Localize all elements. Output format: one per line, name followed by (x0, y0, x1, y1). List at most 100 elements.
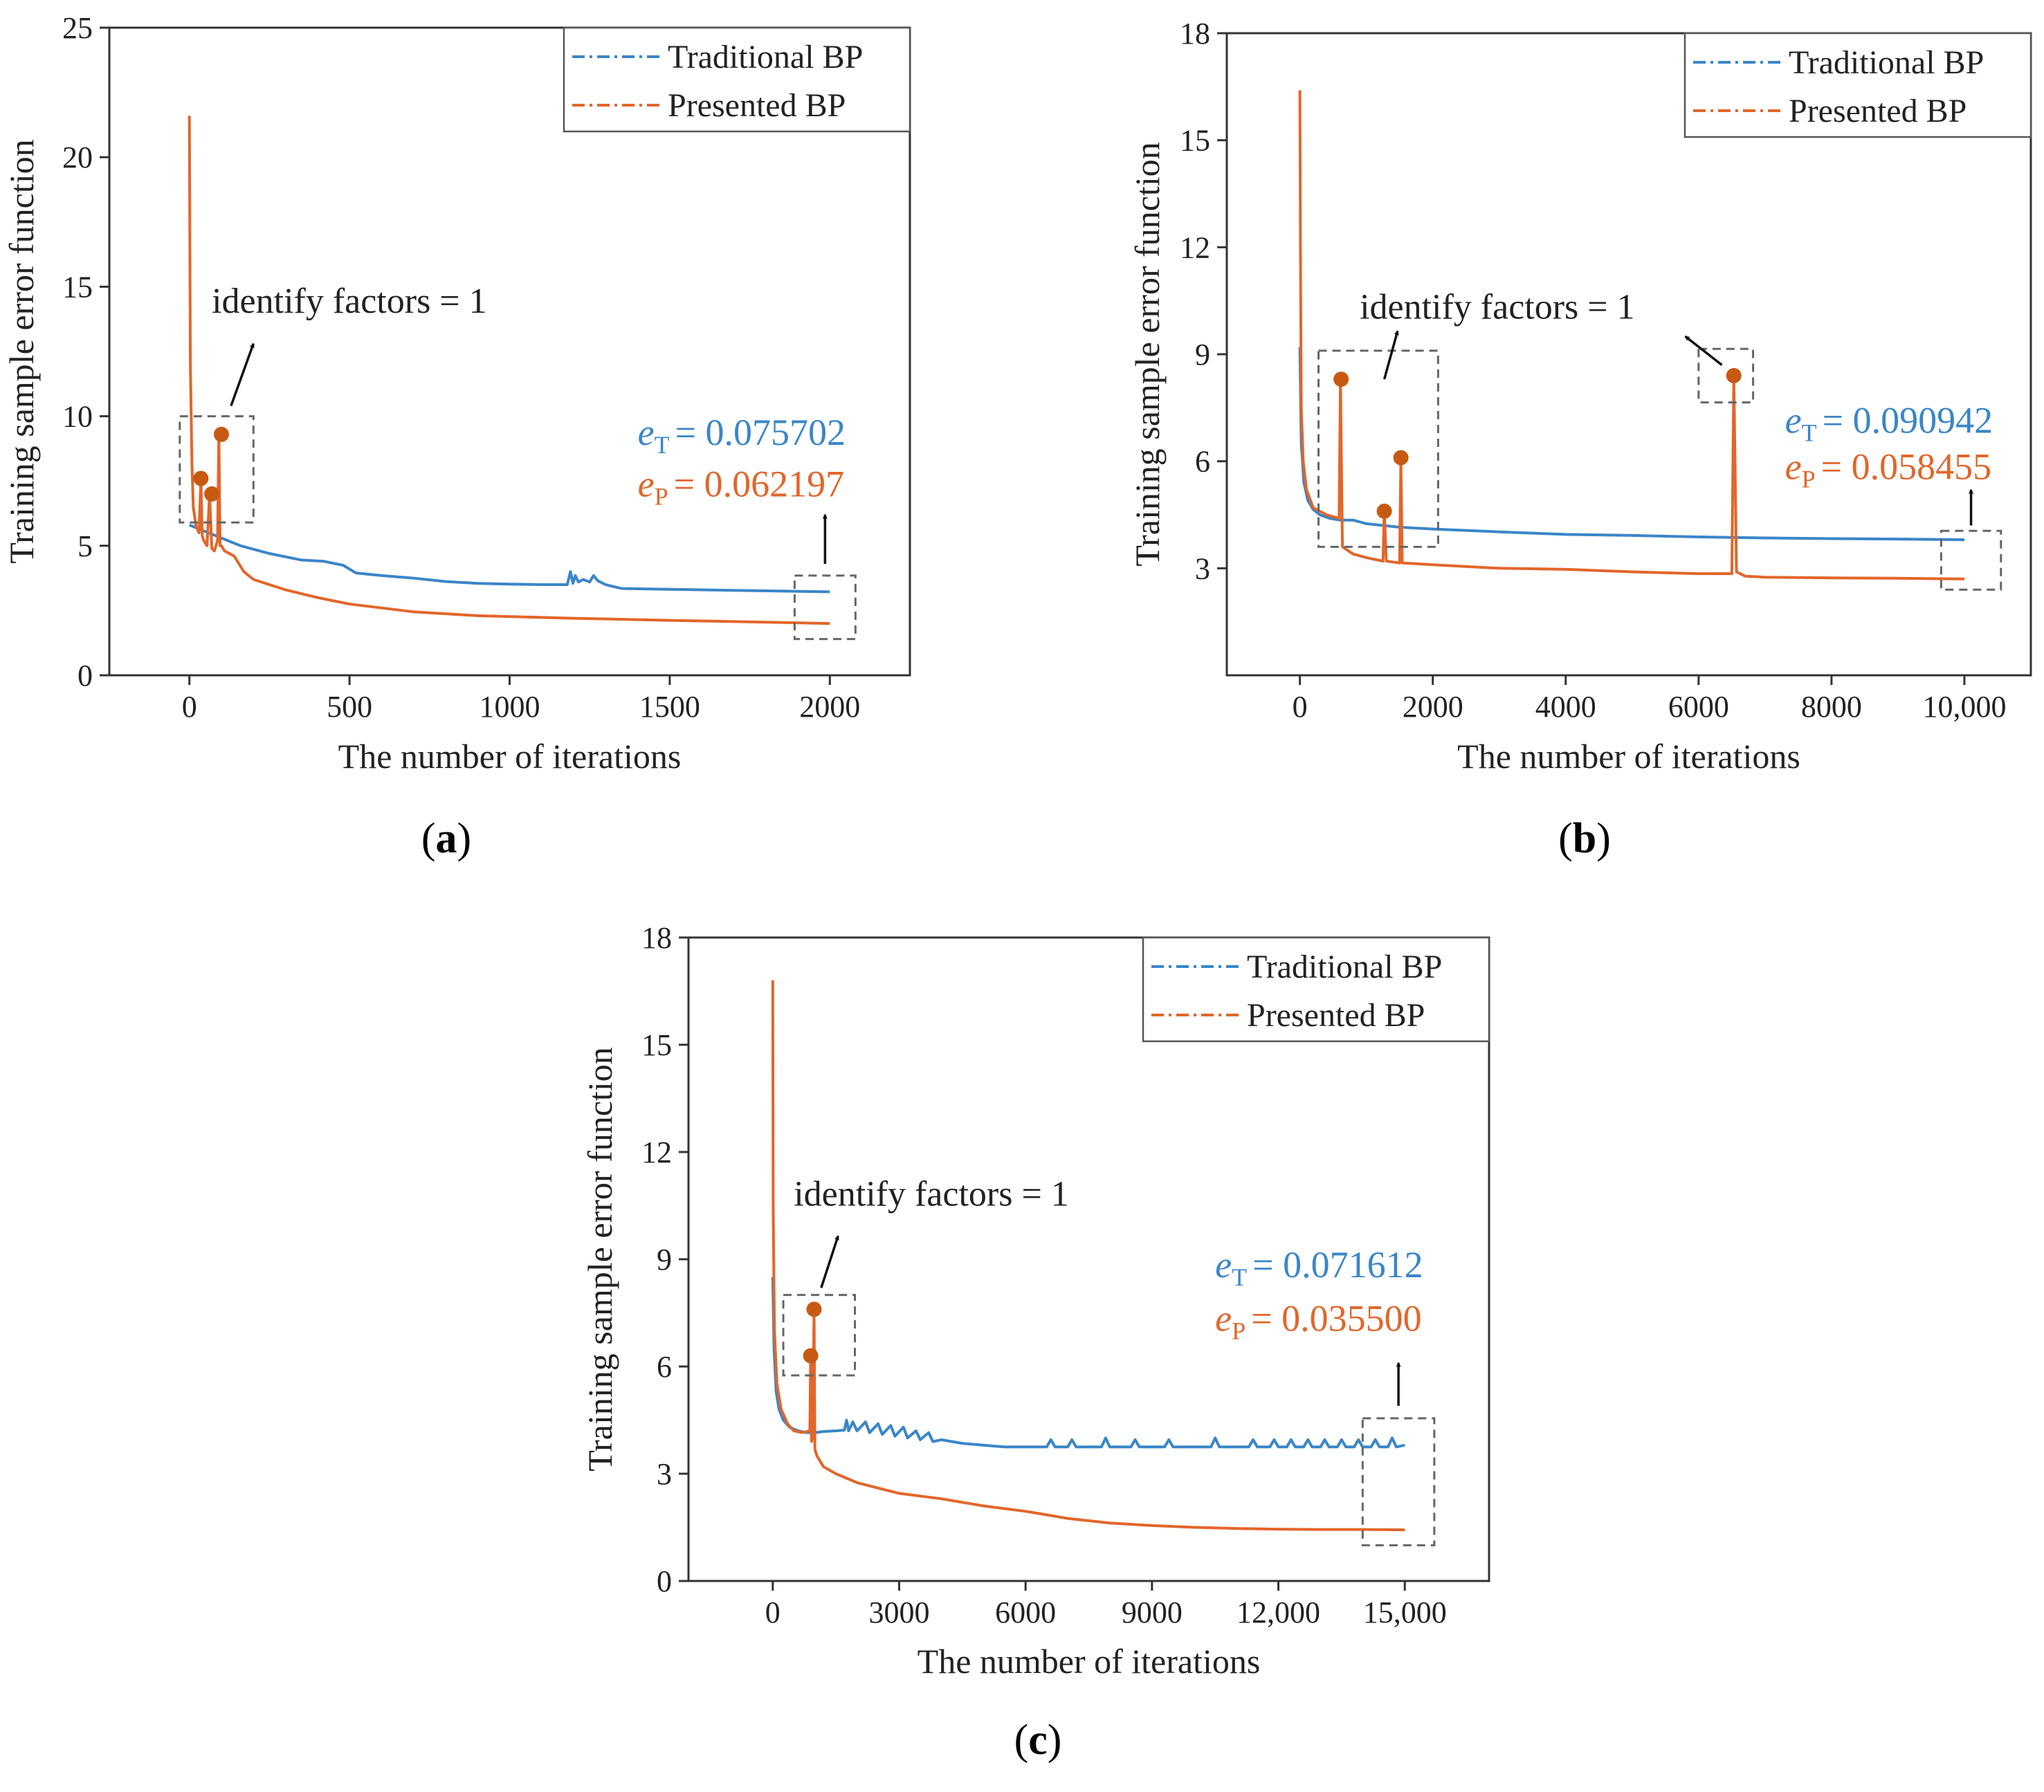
caption-letter: b (1573, 815, 1596, 862)
x-tick-label: 2000 (1403, 690, 1463, 724)
y-tick-label: 0 (77, 659, 93, 693)
legend: Traditional BP Presented BP (1142, 936, 1490, 1043)
legend-entry: Traditional BP (668, 39, 863, 75)
highlight-box (179, 415, 255, 524)
presented-error-label-sub: P (1802, 465, 1816, 493)
chart-panel-c: 0 3000 6000 9000 12,000 15,000 0 3 6 9 12 15 18 The n… (581, 921, 1490, 1764)
legend-frame (563, 26, 911, 133)
identify-factors-annotation: identify factors = 1 (212, 282, 487, 321)
y-tick-label: 3 (1195, 551, 1210, 585)
legend-entry: Traditional BP (1789, 44, 1984, 81)
x-tick-label: 8000 (1801, 690, 1862, 724)
y-tick-label: 25 (62, 11, 93, 45)
presented-error-label-value: = 0.058455 (1821, 446, 1991, 487)
identify-factor-marker (1726, 367, 1742, 383)
y-axis-title: Training sample error function (581, 1047, 619, 1471)
traditional-error-label-var: e (1785, 399, 1802, 441)
presented-bp-line (188, 116, 830, 625)
traditional-error-label-sub: T (1802, 419, 1817, 446)
presented-error-label: eP = 0.058455 (1785, 446, 1991, 493)
y-tick-label: 12 (1180, 230, 1210, 264)
y-axis-title: Training sample error function (2, 139, 41, 563)
legend-entry: Presented BP (1247, 997, 1425, 1034)
legend-entry: Presented BP (1789, 93, 1967, 129)
traditional-error-label-var: e (1215, 1244, 1232, 1286)
highlight-box (782, 1294, 857, 1377)
highlight-box (1317, 349, 1439, 548)
caption-open: ( (1014, 1717, 1029, 1764)
presented-error-label-var: e (638, 464, 655, 505)
y-tick-label: 5 (77, 529, 93, 563)
caption-letter: a (436, 815, 457, 862)
x-tick-label: 6000 (1668, 690, 1729, 724)
identify-factor-marker (193, 470, 209, 486)
presented-error-label: eP = 0.062197 (638, 464, 844, 511)
x-tick-label: 12,000 (1237, 1596, 1320, 1629)
y-tick-label: 6 (657, 1350, 672, 1384)
x-tick-label: 6000 (995, 1596, 1056, 1629)
x-tick-label: 0 (765, 1596, 781, 1629)
traditional-error-label-sub: T (655, 431, 670, 459)
identify-factor-marker (1393, 450, 1409, 466)
highlight-box (1940, 529, 2002, 591)
y-tick-label: 20 (62, 140, 93, 174)
x-axis-title: The number of iterations (918, 1642, 1261, 1681)
x-tick-label: 10,000 (1922, 690, 2006, 724)
highlight-box (1361, 1417, 1436, 1546)
presented-error-label-sub: P (1232, 1317, 1245, 1344)
y-tick-label: 18 (641, 921, 672, 955)
panel-caption: (b) (1558, 815, 1611, 862)
presented-error-label-value: = 0.062197 (674, 464, 844, 505)
y-tick-label: 10 (62, 400, 93, 434)
presented-error-label-var: e (1785, 446, 1802, 487)
y-tick-label: 6 (1195, 445, 1210, 479)
presented-error-label-value: = 0.035500 (1251, 1297, 1421, 1339)
traditional-error-label-value: = 0.075702 (675, 412, 846, 453)
x-tick-label: 3000 (868, 1596, 929, 1629)
x-tick-label: 0 (1293, 690, 1308, 724)
panel-caption: (a) (421, 815, 471, 862)
legend-frame (1683, 32, 2032, 138)
caption-close: ) (457, 815, 472, 862)
panel-caption: (c) (1014, 1717, 1062, 1764)
traditional-error-label: eT = 0.071612 (1215, 1244, 1423, 1291)
highlight-box (793, 574, 857, 641)
y-tick-label: 12 (641, 1135, 672, 1169)
y-tick-label: 9 (1195, 338, 1210, 372)
traditional-error-label: eT = 0.075702 (638, 412, 846, 459)
traditional-error-label: eT = 0.090942 (1785, 399, 1993, 446)
y-tick-label: 0 (657, 1564, 672, 1598)
identify-factor-marker (806, 1301, 822, 1317)
identify-factor-marker (1333, 372, 1349, 387)
presented-error-label: eP = 0.035500 (1215, 1297, 1421, 1344)
identify-factors-annotation: identify factors = 1 (794, 1175, 1069, 1214)
chart-panel-a: 0 500 1000 1500 2000 0 5 10 15 20 25 The number of … (2, 11, 911, 862)
traditional-error-label-value: = 0.071612 (1252, 1244, 1423, 1286)
traditional-error-label-value: = 0.090942 (1823, 399, 1993, 441)
x-tick-label: 4000 (1535, 690, 1596, 724)
chart-panel-b: 0 2000 4000 6000 8000 10,000 3 6 9 12 15 18 The numb… (1128, 17, 2032, 862)
caption-open: ( (421, 815, 436, 862)
y-tick-label: 3 (657, 1457, 672, 1491)
traditional-error-label-var: e (638, 412, 655, 453)
legend-frame (1142, 936, 1490, 1043)
legend: Traditional BP Presented BP (563, 26, 911, 133)
annotation-arrow (820, 1235, 839, 1288)
y-axis-title: Training sample error function (1128, 142, 1167, 566)
annotation-arrow (230, 342, 255, 407)
identify-factor-marker (803, 1348, 819, 1364)
x-tick-label: 500 (327, 690, 372, 724)
caption-letter: c (1028, 1717, 1048, 1764)
legend: Traditional BP Presented BP (1683, 32, 2032, 138)
annotation-arrow (1684, 335, 1723, 366)
x-tick-label: 2000 (799, 690, 860, 724)
identify-factors-annotation: identify factors = 1 (1360, 287, 1635, 327)
annotation-arrow (1383, 330, 1399, 380)
identify-factor-marker (1376, 503, 1392, 519)
presented-error-label-var: e (1215, 1297, 1232, 1339)
x-tick-label: 9000 (1122, 1596, 1183, 1629)
y-tick-label: 15 (62, 270, 93, 304)
x-tick-label: 1500 (639, 690, 700, 724)
legend-entry: Traditional BP (1247, 949, 1442, 985)
